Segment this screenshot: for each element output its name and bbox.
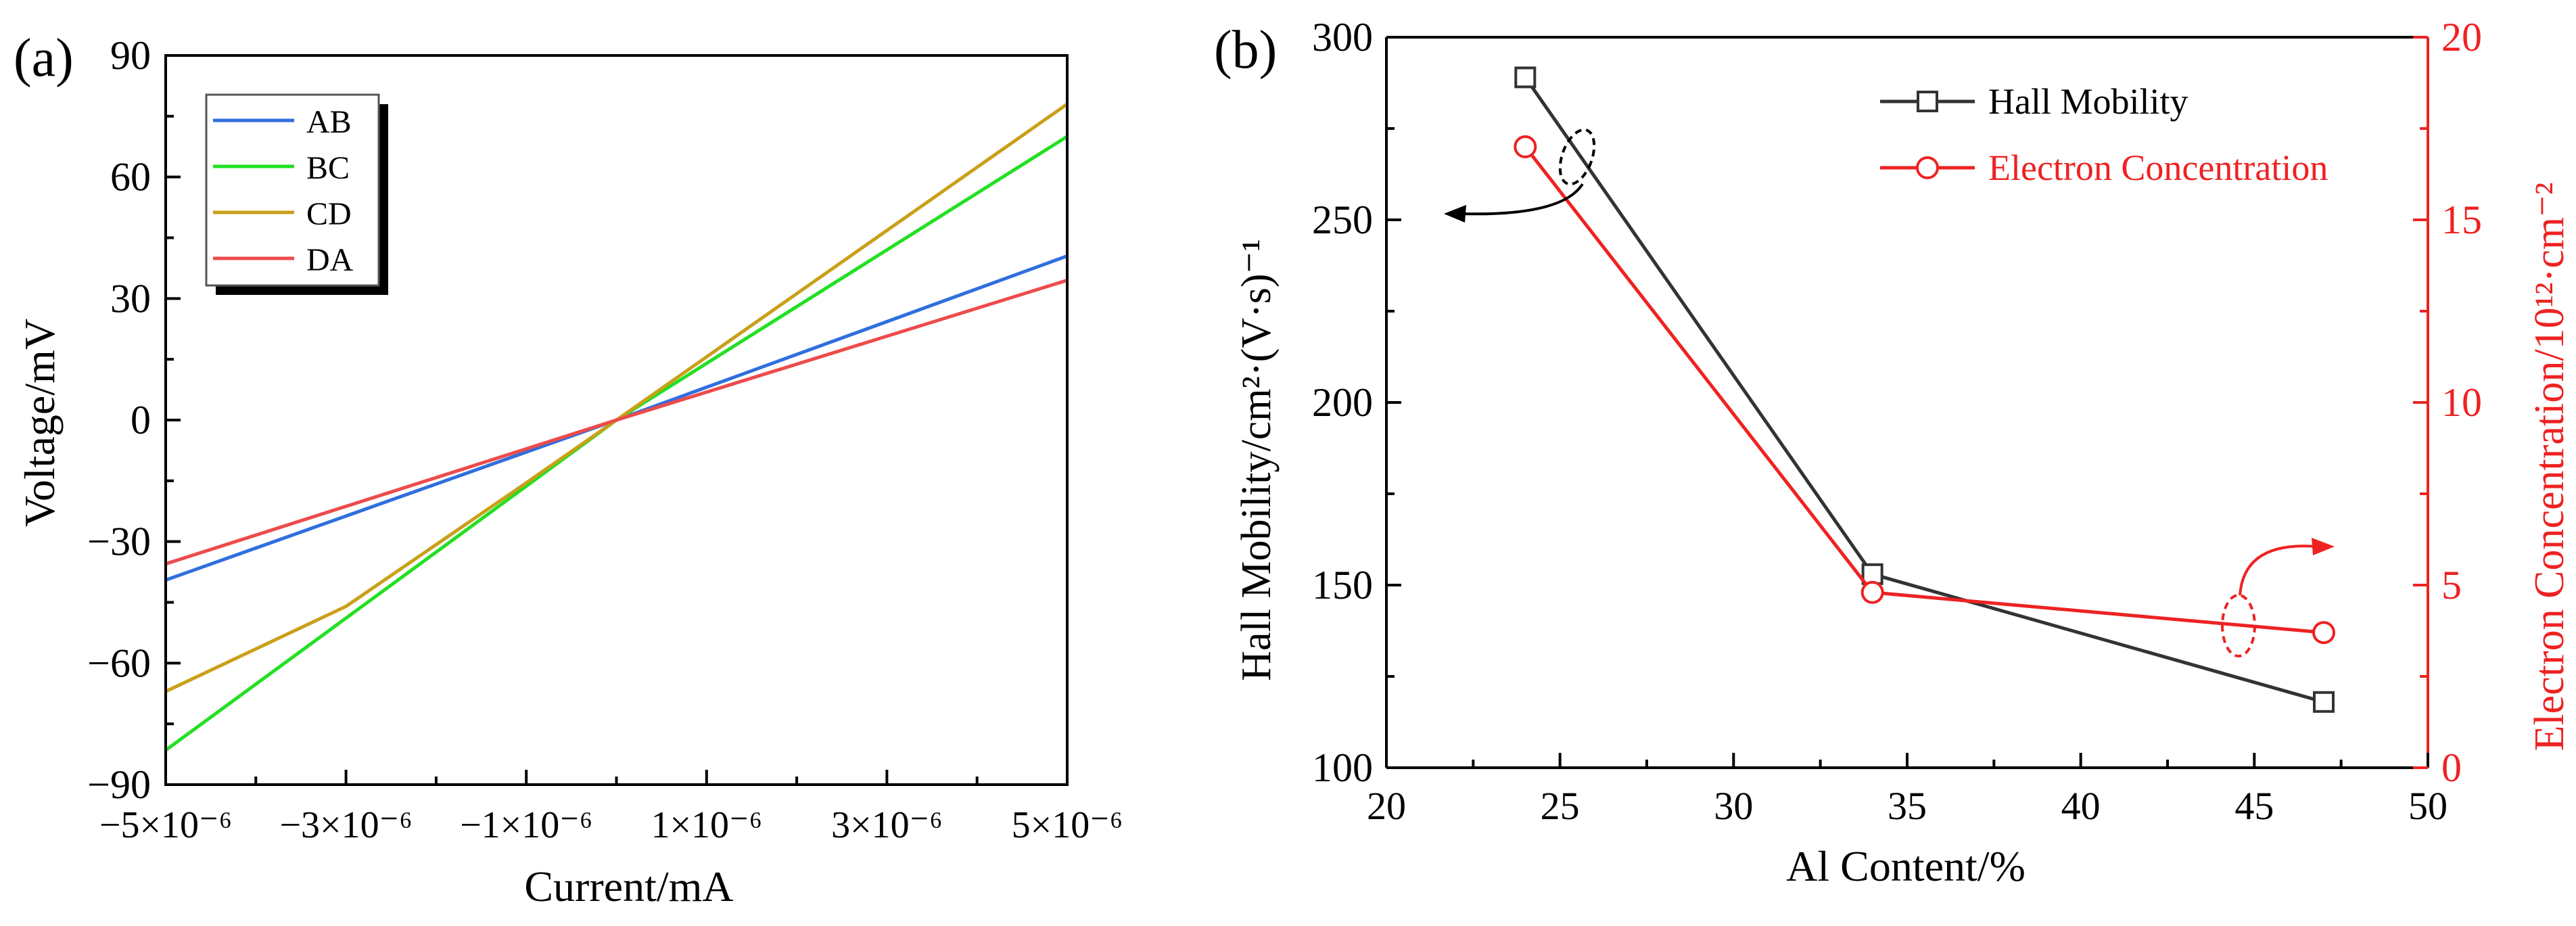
dashed-ellipse-concentration bbox=[2221, 594, 2256, 657]
data-point-mobility bbox=[1861, 563, 1883, 585]
panel-b-left-y-axis-title: Hall Mobility/cm²·(V·s)⁻¹ bbox=[1234, 239, 1280, 681]
panel-b-x-axis-title: Al Content/% bbox=[1786, 842, 2025, 890]
legend-marker-mobility bbox=[1917, 91, 1938, 112]
y-tick-label: 90 bbox=[110, 33, 151, 78]
y-right-tick-label: 15 bbox=[2441, 198, 2482, 242]
annotation-left-axis bbox=[1444, 128, 1596, 223]
data-point-concentration bbox=[1514, 135, 1537, 158]
y-right-tick-label: 10 bbox=[2441, 380, 2482, 425]
panel-b-label: (b) bbox=[1214, 20, 1277, 80]
dashed-ellipse-mobility bbox=[1558, 128, 1596, 186]
panel-b-axes: 20 25 30 35 40 45 50 100 150 200 250 300 0 5 10 15 20 bbox=[1312, 15, 2482, 828]
x-tick-label: −1×10⁻⁶ bbox=[460, 804, 592, 846]
arrow-head-left-icon bbox=[1444, 205, 1466, 223]
legend-box bbox=[205, 93, 380, 287]
x-tick-label: 50 bbox=[2408, 784, 2448, 828]
panel-a-x-axis-title: Current/mA bbox=[524, 862, 733, 910]
panel-b-series bbox=[1514, 66, 2335, 713]
y-tick-label: 60 bbox=[110, 155, 151, 200]
arrow-head-right-icon bbox=[2312, 538, 2335, 555]
legend-marker-concentration bbox=[1916, 156, 1939, 179]
y-tick-label: −90 bbox=[87, 762, 151, 807]
y-tick-label: 30 bbox=[110, 276, 151, 321]
x-tick-label: 20 bbox=[1367, 784, 1406, 828]
x-tick-label: 45 bbox=[2234, 784, 2274, 828]
panel-a-axes: −5×10⁻⁶ −3×10⁻⁶ −1×10⁻⁶ 1×10⁻⁶ 3×10⁻⁶ 5×10⁻⁶ −… bbox=[87, 33, 1123, 846]
panel-a-label: (a) bbox=[14, 28, 74, 88]
legend-label-da: DA bbox=[306, 242, 354, 278]
y-tick-label: 0 bbox=[131, 398, 151, 442]
data-point-mobility bbox=[1514, 66, 1537, 89]
legend-label-cd: CD bbox=[306, 196, 352, 232]
y-tick-label: −30 bbox=[87, 519, 151, 564]
panel-b-legend: Hall Mobility Electron Concentration bbox=[1880, 81, 2328, 188]
x-tick-label: 35 bbox=[1888, 784, 1927, 828]
x-tick-label: −5×10⁻⁶ bbox=[99, 804, 232, 846]
legend-label-concentration: Electron Concentration bbox=[1988, 147, 2328, 188]
y-left-tick-label: 300 bbox=[1312, 15, 1373, 60]
x-tick-label: 5×10⁻⁶ bbox=[1012, 804, 1123, 846]
y-right-tick-label: 0 bbox=[2441, 745, 2462, 790]
data-point-concentration bbox=[2312, 621, 2335, 645]
y-left-tick-label: 200 bbox=[1312, 380, 1373, 425]
x-tick-label: 40 bbox=[2061, 784, 2101, 828]
data-point-concentration bbox=[1860, 580, 1884, 604]
arrow-to-right-axis bbox=[2239, 545, 2317, 596]
data-point-mobility bbox=[2313, 691, 2335, 713]
panel-b-chart: (b) 20 25 30 35 40 45 501001502002503000510152… bbox=[1214, 15, 2573, 890]
x-tick-label: 30 bbox=[1714, 784, 1753, 828]
x-tick-label: 25 bbox=[1541, 784, 1580, 828]
panel-a-chart: (a) −5×10⁻⁶ −3×10⁻⁶ −1×10⁻⁶ 1×10⁻⁶ 3×10⁻⁶ 5×1… bbox=[14, 28, 1123, 910]
panel-b-right-y-axis-title: Electron Concentration/10¹²·cm⁻² bbox=[2527, 183, 2573, 751]
series-line-da bbox=[165, 278, 1068, 565]
y-left-tick-label: 250 bbox=[1312, 198, 1373, 242]
arrow-to-left-axis bbox=[1460, 183, 1584, 216]
annotation-right-axis bbox=[2221, 538, 2335, 657]
x-tick-label: 1×10⁻⁶ bbox=[651, 804, 762, 846]
panel-a-series-lines bbox=[164, 102, 1069, 752]
y-right-tick-label: 20 bbox=[2441, 15, 2482, 60]
y-tick-label: −60 bbox=[87, 641, 151, 685]
panel-a-legend: AB BC CD DA bbox=[205, 93, 388, 295]
y-left-tick-label: 100 bbox=[1312, 745, 1373, 790]
x-tick-label: 3×10⁻⁶ bbox=[831, 804, 943, 846]
x-tick-label: −3×10⁻⁶ bbox=[279, 804, 412, 846]
panel-a-y-axis-title: Voltage/mV bbox=[16, 319, 64, 527]
legend-label-mobility: Hall Mobility bbox=[1988, 81, 2188, 122]
y-right-tick-label: 5 bbox=[2441, 563, 2462, 607]
y-left-tick-label: 150 bbox=[1312, 563, 1373, 607]
legend-label-ab: AB bbox=[306, 104, 352, 140]
series-line-cd bbox=[164, 102, 1069, 693]
legend-label-bc: BC bbox=[306, 150, 350, 186]
